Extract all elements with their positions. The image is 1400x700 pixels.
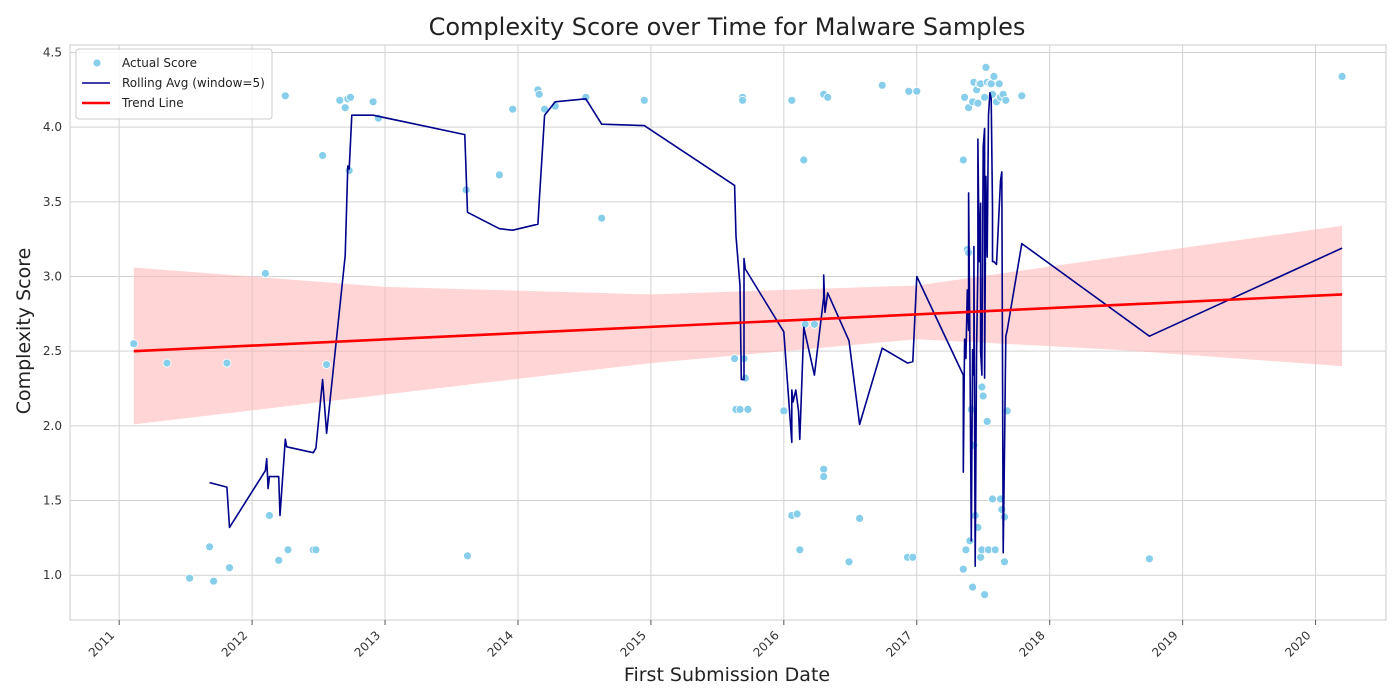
scatter-point [795,545,805,555]
y-tick-label: 3.5 [43,195,62,209]
scatter-point [976,552,985,562]
scatter-point [346,92,355,102]
scatter-point [792,509,802,519]
scatter-point [912,86,922,96]
scatter-point [368,97,378,107]
scatter-point [787,95,797,105]
scatter-point [1000,557,1009,567]
scatter-point [958,155,968,165]
scatter-point [335,95,345,105]
scatter-point [981,63,991,72]
confidence-band [133,225,1343,425]
scatter-point [1337,72,1347,81]
scatter-point [997,505,1007,514]
scatter-point [779,406,789,416]
scatter-point [810,319,819,329]
scatter-point [534,89,544,99]
scatter-point [264,511,274,520]
scatter-point [958,564,968,574]
scatter-point [340,103,350,113]
legend-marker-actual-score [93,59,101,67]
scatter-point [961,545,971,555]
scatter-point [209,576,219,586]
scatter-point [1001,95,1011,105]
x-axis-label: First Submission Date [624,664,830,686]
rolling-average-line [209,92,1343,568]
legend-box [75,48,273,120]
legend-label-rolling-avg: Rolling Avg (window=5) [122,76,265,90]
y-tick-label: 1.0 [43,568,62,582]
scatter-point [322,360,332,370]
scatter-point [819,472,829,482]
scatter-point [988,494,997,504]
scatter-point [965,536,975,546]
scatter-point [738,95,747,105]
scatter-point [994,79,1004,89]
y-tick-label: 4.5 [43,45,62,59]
scatter-point [990,545,1000,555]
scatter-point [877,80,887,90]
scatter-point [260,269,270,278]
y-tick-label: 4.0 [43,120,62,134]
scatter-point [823,92,833,102]
scatter-point [799,155,809,165]
scatter-point [730,354,739,364]
scatter-point [639,95,649,105]
scatter-point [1017,91,1027,101]
scatter-point [819,464,829,474]
scatter-point [280,91,290,101]
trend-line [133,293,1343,353]
scatter-point [463,551,472,561]
scatter-point [494,170,504,180]
y-tick-label: 2.5 [43,344,62,358]
scatter-point [735,404,745,414]
y-axis-label: Complexity Score [13,248,35,415]
scatter-point [904,86,914,96]
y-tick-label: 1.5 [43,494,62,508]
scatter-point [982,416,992,426]
scatter-point [960,92,969,102]
scatter-point [855,514,864,523]
scatter-point [205,542,215,552]
scatter-point [973,98,983,108]
scatter-point [1000,512,1009,522]
scatter-point [508,104,518,114]
scatter-point [222,358,232,368]
scatter-point [989,72,999,81]
scatter-point [283,545,293,555]
scatter-point [318,151,328,160]
scatter-point [980,590,989,599]
scatter-point [274,555,284,565]
legend: Actual Score Rolling Avg (window=5) Tren… [75,48,273,120]
scatter-point [978,391,988,401]
scatter-point [980,92,989,102]
scatter-point [225,563,234,573]
scatter-point [129,339,139,349]
scatter-point [162,358,172,368]
y-tick-label: 3.0 [43,269,62,283]
scatter-point [597,213,607,223]
legend-label-actual-score: Actual Score [122,56,197,70]
scatter-point [800,319,810,329]
scatter-point [977,382,987,392]
scatter-point [743,404,753,414]
scatter-point [311,545,321,555]
y-tick-label: 2.0 [43,419,62,433]
legend-label-trend-line: Trend Line [121,96,184,110]
scatter-point [185,573,195,583]
chart-title: Complexity Score over Time for Malware S… [429,13,1026,41]
scatter-point [844,557,854,567]
scatter-point [740,373,750,383]
scatter-point [968,582,977,592]
scatter-point [908,552,918,562]
scatter-point [1145,554,1154,564]
scatter-point [986,79,996,89]
